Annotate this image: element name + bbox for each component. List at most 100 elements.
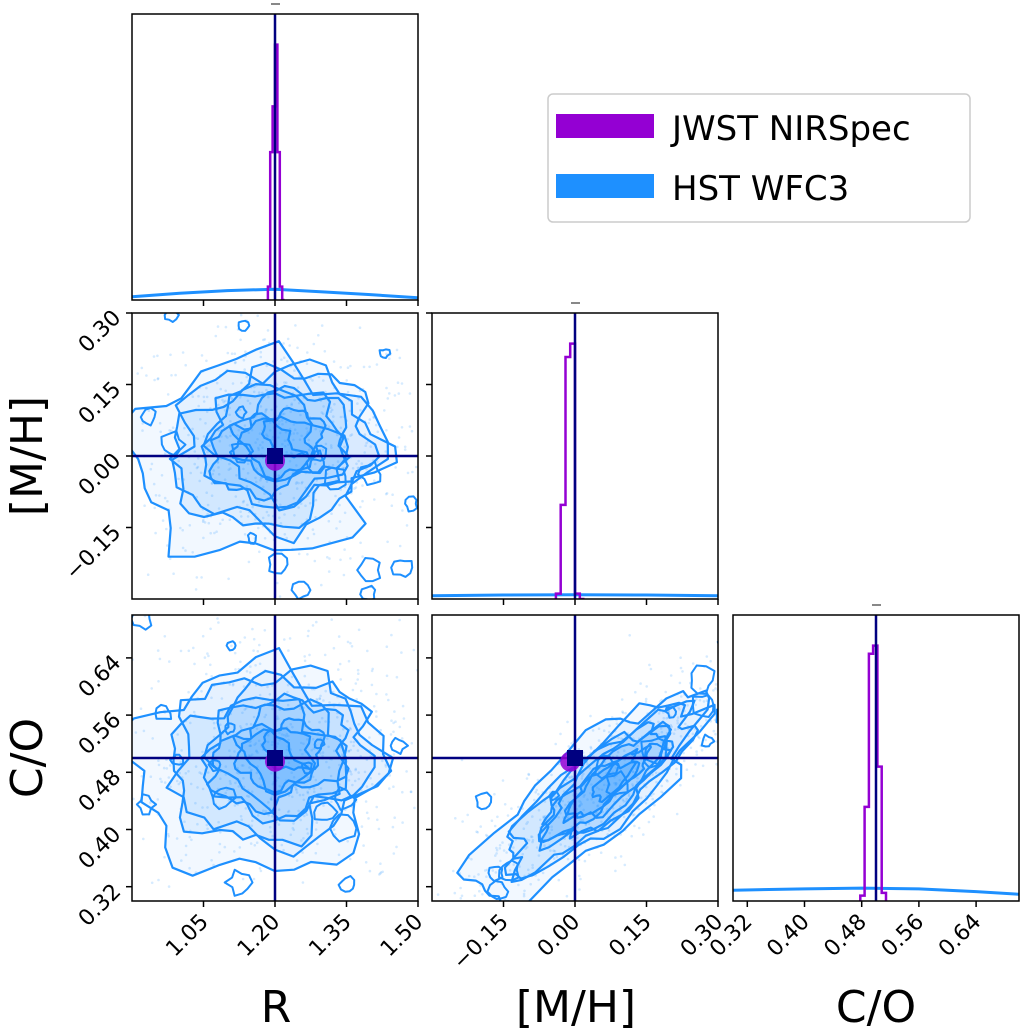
sample-point: [266, 685, 269, 689]
sample-point: [305, 362, 309, 366]
sample-point: [311, 379, 314, 382]
sample-point: [163, 855, 166, 859]
sample-point: [401, 821, 404, 824]
sample-point: [293, 398, 296, 402]
sample-point: [627, 792, 631, 796]
hst-mean-marker: [567, 750, 583, 766]
sample-point: [350, 645, 354, 648]
sample-point: [319, 430, 322, 433]
sample-point: [238, 846, 242, 849]
sample-point: [313, 462, 317, 466]
sample-point: [369, 776, 372, 780]
sample-point: [499, 859, 502, 863]
sample-point: [531, 840, 534, 844]
sample-point: [257, 391, 261, 394]
sample-point: [249, 665, 252, 668]
sample-point: [161, 519, 165, 522]
sample-point: [559, 732, 562, 736]
sample-point: [184, 363, 187, 367]
sample-point: [181, 351, 185, 354]
sample-point: [206, 450, 209, 454]
sample-point: [199, 418, 202, 421]
sample-point: [200, 576, 203, 579]
sample-point: [631, 814, 635, 817]
sample-point: [268, 825, 272, 829]
contour-level: [208, 417, 311, 502]
sample-point: [332, 360, 336, 363]
sample-point: [600, 788, 604, 792]
sample-point: [395, 675, 399, 679]
sample-point: [495, 848, 499, 852]
sample-point: [644, 801, 648, 805]
sample-point: [495, 852, 498, 855]
sample-point: [184, 853, 188, 857]
sample-point: [330, 408, 334, 412]
sample-point: [390, 633, 393, 637]
sample-point: [292, 432, 296, 435]
sample-point: [254, 518, 257, 521]
sample-point: [617, 736, 620, 740]
sample-point: [651, 797, 654, 801]
sample-point: [292, 423, 296, 426]
sample-point: [320, 324, 324, 327]
sample-point: [508, 869, 512, 872]
sample-point: [267, 395, 270, 399]
sample-point: [170, 374, 173, 377]
contour-island: [223, 868, 254, 897]
panel-hist-mh: [432, 313, 718, 599]
sample-point: [632, 813, 636, 816]
sample-point: [357, 397, 360, 400]
sample-point: [408, 425, 412, 428]
sample-point: [322, 379, 325, 382]
sample-point: [271, 435, 275, 439]
sample-point: [263, 338, 267, 341]
sample-point: [619, 855, 623, 858]
sample-point: [618, 778, 622, 782]
sample-point: [543, 844, 546, 847]
sample-point: [401, 509, 404, 512]
sample-point: [209, 627, 212, 631]
sample-point: [584, 823, 588, 826]
sample-point: [265, 364, 269, 368]
contour-level: [506, 724, 673, 884]
sample-point: [256, 650, 260, 653]
sample-point: [190, 838, 193, 842]
sample-point: [392, 730, 395, 734]
sample-point: [238, 408, 242, 412]
sample-point: [367, 817, 370, 820]
sample-point: [324, 442, 328, 446]
sample-point: [311, 775, 315, 779]
sample-point: [600, 820, 603, 823]
sample-point: [647, 820, 651, 824]
sample-point: [379, 862, 382, 865]
panel-co-vs-mh: [432, 615, 718, 901]
sample-point: [714, 687, 717, 690]
sample-point: [281, 412, 284, 416]
sample-point: [213, 726, 216, 730]
sample-point: [680, 695, 683, 698]
sample-point: [297, 401, 301, 405]
sample-point: [241, 711, 244, 715]
sample-point: [346, 719, 349, 723]
sample-point: [187, 649, 191, 653]
sample-point: [295, 464, 298, 467]
sample-point: [246, 471, 250, 475]
sample-point: [590, 783, 593, 786]
sample-point: [287, 734, 290, 738]
sample-point: [308, 501, 312, 505]
sample-point: [210, 494, 214, 498]
sample-point: [579, 877, 582, 881]
sample-point: [363, 451, 367, 454]
sample-point: [338, 734, 342, 737]
sample-point: [253, 743, 256, 747]
sample-point: [224, 389, 227, 393]
sample-point: [284, 420, 288, 424]
sample-point: [410, 742, 414, 745]
sample-point: [338, 662, 342, 666]
sample-point: [534, 791, 537, 794]
sample-point: [354, 767, 358, 771]
sample-point: [258, 693, 262, 697]
sample-point: [375, 363, 379, 366]
sample-point: [620, 698, 624, 701]
